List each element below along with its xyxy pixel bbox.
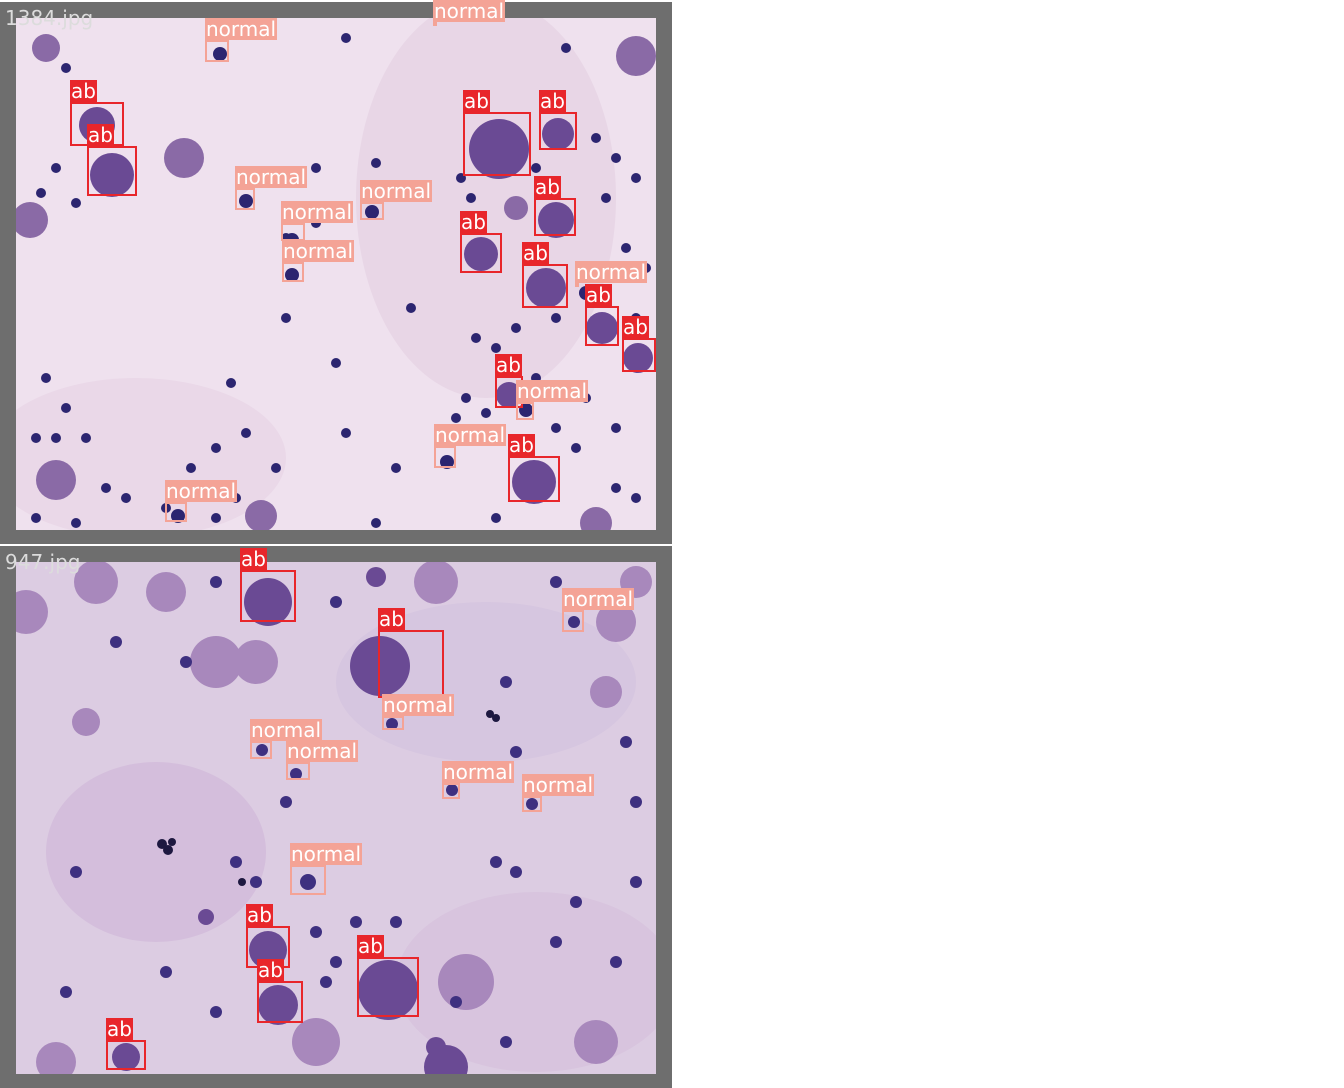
detection-label-normal: normal xyxy=(433,0,506,23)
detection-label-normal: normal xyxy=(165,479,238,503)
detection-label-normal: normal xyxy=(282,239,355,263)
detection-box-normal xyxy=(382,716,404,730)
detection-label-normal: normal xyxy=(562,587,635,611)
detection-label-normal: normal xyxy=(434,423,507,447)
detection-label-ab: ab xyxy=(240,547,267,571)
detection-box-normal xyxy=(165,502,187,522)
detection-box-ab xyxy=(508,456,560,502)
detection-label-ab: ab xyxy=(460,210,487,234)
detection-label-ab: ab xyxy=(463,89,490,113)
detection-box-normal xyxy=(282,262,304,282)
detection-box-ab xyxy=(534,198,576,236)
detection-label-normal: normal xyxy=(360,179,433,203)
detection-label-normal: normal xyxy=(250,718,323,742)
detection-box-ab xyxy=(522,264,568,308)
detection-box-normal xyxy=(516,402,534,420)
detection-box-normal xyxy=(562,610,584,632)
detection-box-ab xyxy=(460,233,502,273)
detection-label-ab: ab xyxy=(539,89,566,113)
detection-label-normal: normal xyxy=(516,379,589,403)
detection-label-normal: normal xyxy=(281,200,354,224)
detection-box-ab xyxy=(87,146,137,196)
image-panel-2: 947.jpg xyxy=(0,546,672,1088)
image-panel-1: 1384.jpg xyxy=(0,0,672,544)
detection-box-normal xyxy=(286,762,310,780)
detection-label-ab: ab xyxy=(357,934,384,958)
detection-label-normal: normal xyxy=(382,693,455,717)
detection-label-ab: ab xyxy=(495,353,522,377)
detection-label-normal: normal xyxy=(575,260,648,284)
image-filename: 1384.jpg xyxy=(5,6,94,30)
detection-box-normal xyxy=(442,783,460,799)
detection-label-normal: normal xyxy=(442,760,515,784)
detection-label-ab: ab xyxy=(70,79,97,103)
detection-box-ab xyxy=(240,570,296,622)
detection-label-normal: normal xyxy=(235,165,308,189)
detection-label-normal: normal xyxy=(205,17,278,41)
detection-label-normal: normal xyxy=(286,739,359,763)
detection-label-ab: ab xyxy=(246,903,273,927)
image-filename: 947.jpg xyxy=(5,550,81,574)
detection-box-normal xyxy=(360,202,384,220)
detection-label-ab: ab xyxy=(522,241,549,265)
detection-label-ab: ab xyxy=(622,315,649,339)
detection-box-ab xyxy=(106,1040,146,1070)
detection-label-ab: ab xyxy=(257,958,284,982)
detection-box-normal xyxy=(290,865,326,895)
cell-micrograph xyxy=(16,562,656,1074)
detection-box-ab xyxy=(463,112,531,176)
micrograph-image xyxy=(16,562,656,1074)
detection-label-ab: ab xyxy=(534,175,561,199)
detection-box-ab xyxy=(539,112,577,150)
detection-label-normal: normal xyxy=(290,842,363,866)
detection-box-ab xyxy=(585,306,619,346)
detection-label-ab: ab xyxy=(585,283,612,307)
detection-label-ab: ab xyxy=(106,1017,133,1041)
detection-box-normal xyxy=(575,283,579,287)
detection-box-ab xyxy=(257,981,303,1023)
detection-label-normal: normal xyxy=(522,773,595,797)
detection-label-ab: ab xyxy=(87,123,114,147)
detection-label-ab: ab xyxy=(378,607,405,631)
detection-box-normal xyxy=(434,446,456,468)
detection-label-ab: ab xyxy=(508,433,535,457)
detection-box-ab xyxy=(622,338,656,372)
detection-box-normal xyxy=(433,22,437,26)
detection-box-ab xyxy=(378,630,444,698)
detection-box-normal xyxy=(235,188,255,210)
detection-box-ab xyxy=(357,957,419,1017)
detection-box-normal xyxy=(522,796,542,812)
detection-box-normal xyxy=(250,741,272,759)
detection-box-normal xyxy=(205,40,229,62)
